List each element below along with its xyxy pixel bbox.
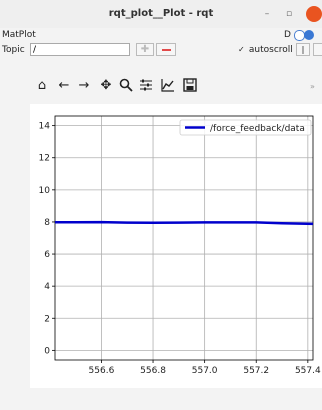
y-tick-label: 6 <box>44 250 50 260</box>
line-chart[interactable]: 0 2 4 6 8 10 12 14 556.6 556.8 557.0 557.2 557.4/for… <box>30 104 322 388</box>
save-icon[interactable] <box>182 78 198 94</box>
clear-button[interactable] <box>313 43 322 56</box>
pause-button[interactable]: ‖ <box>296 43 310 56</box>
autoscroll-label: autoscroll <box>248 45 293 55</box>
legend-label: /force_feedback/data <box>210 124 305 134</box>
y-tick-label: 8 <box>44 218 50 228</box>
home-icon[interactable]: ⌂ <box>37 78 47 93</box>
maximize-button[interactable]: ▫ <box>285 9 293 19</box>
y-tick-label: 4 <box>44 282 50 292</box>
x-tick-label: 557.2 <box>243 366 269 376</box>
pan-icon[interactable]: ✥ <box>100 78 112 93</box>
toolbar-overflow-icon[interactable]: » <box>310 82 315 91</box>
minus-icon <box>162 49 171 51</box>
x-tick-label: 556.8 <box>140 366 166 376</box>
window-titlebar: rqt_plot__Plot - rqt – ▫ <box>0 0 322 28</box>
edit-axis-icon[interactable] <box>160 78 176 94</box>
y-tick-label: 10 <box>39 186 51 196</box>
legend-box <box>179 119 312 136</box>
window-title: rqt_plot__Plot - rqt <box>108 8 214 19</box>
y-tick-label: 14 <box>39 122 51 132</box>
plot-canvas[interactable]: 0 2 4 6 8 10 12 14 556.6 556.8 557.0 557.2 557.4/for… <box>30 104 322 388</box>
y-tick-label: 12 <box>39 154 50 164</box>
autoscroll-checkbox[interactable]: ✓ autoscroll <box>238 45 293 55</box>
back-arrow-icon[interactable]: ← <box>58 78 70 93</box>
plot-frame <box>54 115 314 361</box>
y-tick-label: 0 <box>44 346 50 356</box>
minimize-button[interactable]: – <box>264 9 270 19</box>
topic-label: Topic <box>2 45 25 55</box>
topic-input[interactable] <box>30 43 130 56</box>
forward-arrow-icon[interactable]: → <box>78 78 90 93</box>
add-topic-button[interactable]: ✚ <box>136 43 154 56</box>
close-button[interactable] <box>306 6 322 22</box>
help-icon[interactable] <box>304 30 314 40</box>
x-tick-label: 556.6 <box>89 366 115 376</box>
remove-topic-button[interactable] <box>156 43 176 56</box>
checkmark-icon: ✓ <box>238 44 245 54</box>
x-tick-label: 557.4 <box>295 366 321 376</box>
configure-subplots-icon[interactable] <box>138 78 154 94</box>
series-line <box>55 220 314 226</box>
x-tick-label: 557.0 <box>192 366 218 376</box>
dock-button[interactable]: D <box>284 30 291 40</box>
plugin-title: MatPlot <box>2 30 36 40</box>
y-tick-label: 2 <box>44 314 50 324</box>
zoom-icon[interactable] <box>118 78 134 94</box>
topic-row: Topic ✚ ✓ autoscroll ‖ <box>0 43 322 59</box>
plugin-header: MatPlot D <box>0 29 322 42</box>
